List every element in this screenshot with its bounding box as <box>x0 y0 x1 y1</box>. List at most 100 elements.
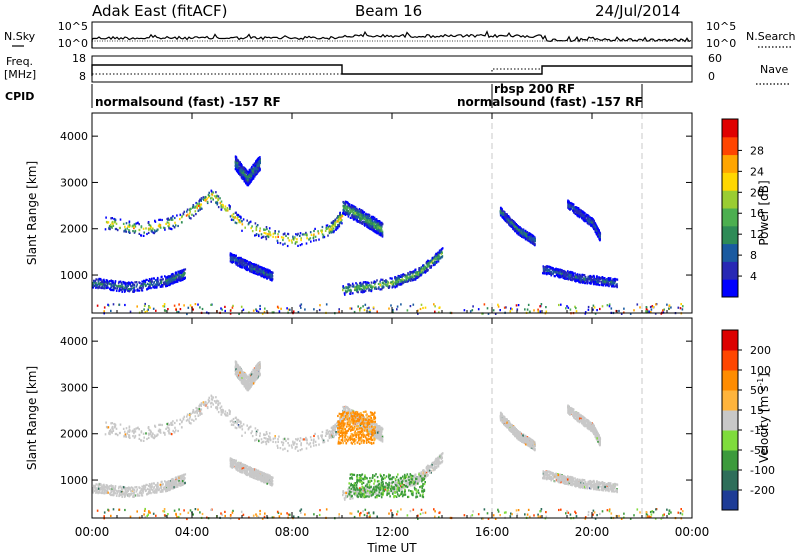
power-echo-2-441 <box>240 167 242 171</box>
power-echo-0-491 <box>147 231 150 234</box>
power-noise-89 <box>96 304 99 307</box>
power-echo-5-453 <box>414 270 416 274</box>
power-echo-1-364 <box>93 281 95 284</box>
power-echo-0-51 <box>210 189 213 192</box>
power-echo-1-94 <box>131 281 134 285</box>
power-echo-0-8 <box>159 224 162 227</box>
power-echo-5-188 <box>358 287 361 290</box>
power-echo-0-468 <box>208 194 211 197</box>
power-echo-3-372 <box>259 265 261 268</box>
power-echo-7-478 <box>577 215 579 218</box>
power-echo-8-103 <box>604 284 607 287</box>
power-echo-0-145 <box>179 218 181 221</box>
power-echo-8-491 <box>559 271 561 274</box>
power-noise-160 <box>229 312 232 315</box>
power-noise-185 <box>540 303 543 306</box>
power-echo-0-134 <box>262 235 265 238</box>
power-echo-5-418 <box>416 276 418 279</box>
power-echo-0-113 <box>251 230 254 233</box>
power-noise-26 <box>599 307 601 311</box>
power-echo-3-518 <box>267 273 269 276</box>
power-echo-8-371 <box>565 273 568 276</box>
power-echo-0-240 <box>328 231 331 235</box>
power-echo-1-37 <box>153 286 156 289</box>
power-echo-2-482 <box>252 164 254 167</box>
power-echo-0-212 <box>197 209 200 212</box>
power-echo-0-199 <box>132 230 134 233</box>
power-echo-8-317 <box>603 282 606 285</box>
power-noise-96 <box>224 305 226 308</box>
power-echo-2-341 <box>258 157 261 161</box>
power-echo-3-409 <box>230 252 233 256</box>
power-echo-3-501 <box>236 263 238 266</box>
power-echo-2-498 <box>236 164 238 167</box>
power-echo-5-519 <box>426 263 429 266</box>
power-echo-5-465 <box>427 264 429 268</box>
power-echo-0-326 <box>315 239 317 242</box>
power-echo-4-240 <box>370 216 372 220</box>
power-echo-0-68 <box>199 204 201 207</box>
power-echo-3-23 <box>264 267 267 271</box>
power-echo-8-308 <box>583 274 585 277</box>
power-noise-209 <box>533 309 535 312</box>
power-echo-8-471 <box>613 279 616 282</box>
power-echo-8-161 <box>550 271 552 274</box>
power-echo-8-500 <box>548 265 550 268</box>
power-echo-0-324 <box>217 195 220 198</box>
power-echo-8-314 <box>592 280 595 284</box>
power-echo-0-25 <box>250 227 252 230</box>
power-echo-0-460 <box>332 221 334 224</box>
power-echo-0-442 <box>105 220 108 224</box>
power-noise-68 <box>424 306 427 309</box>
power-echo-1-352 <box>151 281 153 284</box>
power-echo-3-166 <box>237 264 239 267</box>
power-noise-150 <box>511 308 513 311</box>
power-echo-3-436 <box>230 259 232 262</box>
power-echo-5-25 <box>387 285 389 288</box>
nave-label: Nave <box>760 63 788 76</box>
power-echo-1-500 <box>103 280 106 283</box>
power-echo-8-389 <box>610 281 612 284</box>
power-echo-1-436 <box>127 287 130 291</box>
power-echo-0-285 <box>248 222 250 225</box>
power-echo-1-497 <box>174 276 177 280</box>
power-echo-3-419 <box>269 276 271 279</box>
power-echo-0-317 <box>234 211 237 214</box>
power-echo-5-274 <box>344 293 346 296</box>
power-echo-6-285 <box>522 231 525 234</box>
power-echo-5-376 <box>342 285 344 288</box>
power-echo-0-404 <box>180 216 183 219</box>
power-echo-0-378 <box>266 233 269 236</box>
power-echo-8-484 <box>596 280 599 283</box>
power-echo-5-282 <box>435 256 437 259</box>
power-noise-106 <box>112 303 115 306</box>
power-echo-6-481 <box>513 224 515 227</box>
power-echo-8-220 <box>548 270 551 273</box>
power-echo-0-365 <box>185 214 188 217</box>
power-noise-148 <box>162 305 164 308</box>
power-echo-6-519 <box>504 215 507 218</box>
power-echo-1-493 <box>142 286 144 289</box>
power-echo-6-493 <box>500 206 502 209</box>
power-echo-0-188 <box>168 218 171 221</box>
power-echo-1-213 <box>92 282 94 285</box>
power-echo-6-455 <box>507 215 510 218</box>
power-echo-4-119 <box>357 211 360 214</box>
power-echo-8-470 <box>553 268 556 271</box>
power-echo-1-422 <box>155 283 157 286</box>
power-echo-0-369 <box>299 234 301 237</box>
power-echo-0-333 <box>296 234 299 237</box>
power-echo-4-420 <box>345 206 348 209</box>
power-echo-5-399 <box>396 278 398 281</box>
power-echo-0-402 <box>216 194 218 197</box>
power-echo-0-182 <box>105 216 107 219</box>
power-echo-1-510 <box>111 280 113 283</box>
power-echo-5-483 <box>403 281 405 284</box>
power-echo-4-389 <box>359 221 361 224</box>
power-echo-1-401 <box>148 284 151 287</box>
power-echo-1-358 <box>101 281 104 284</box>
power-echo-8-419 <box>609 277 612 280</box>
power-noise-126 <box>620 312 623 315</box>
power-echo-0-370 <box>216 203 219 206</box>
power-echo-4-486 <box>367 221 369 224</box>
